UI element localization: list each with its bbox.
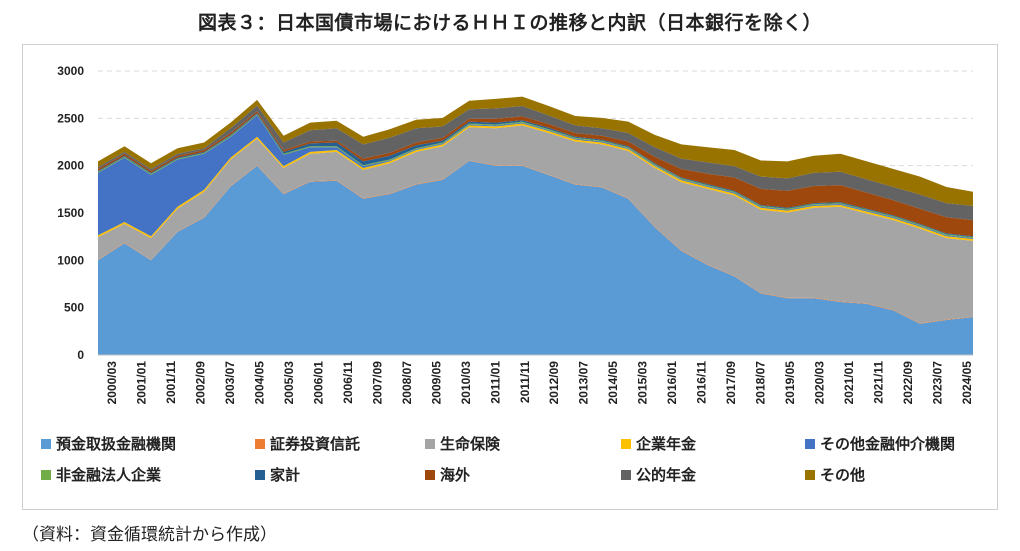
x-tick-label: 2009/05 bbox=[429, 361, 443, 405]
y-tick-label: 500 bbox=[64, 301, 84, 315]
legend-swatch bbox=[41, 470, 51, 480]
series-areas bbox=[98, 96, 973, 355]
area-series-2 bbox=[98, 125, 973, 324]
legend-swatch bbox=[621, 470, 631, 480]
x-tick-label: 2002/09 bbox=[193, 361, 207, 405]
legend-label: 非金融法人企業 bbox=[56, 466, 162, 484]
y-tick-label: 2000 bbox=[57, 159, 84, 173]
source-note: （資料：資金循環統計から作成） bbox=[22, 525, 277, 545]
x-tick-label: 2001/11 bbox=[164, 361, 178, 404]
area-series-9 bbox=[98, 96, 973, 206]
y-tick-label: 3000 bbox=[57, 64, 84, 78]
y-tick-label: 1500 bbox=[57, 206, 84, 220]
x-tick-label: 2007/09 bbox=[370, 361, 384, 405]
x-tick-label: 2018/07 bbox=[754, 361, 768, 405]
legend-swatch bbox=[425, 470, 435, 480]
legend-label: 海外 bbox=[440, 466, 470, 484]
x-tick-label: 2005/03 bbox=[282, 361, 296, 405]
x-tick-label: 2013/07 bbox=[577, 361, 591, 405]
x-tick-label: 2014/05 bbox=[606, 361, 620, 405]
x-tick-label: 2022/09 bbox=[901, 361, 915, 405]
x-tick-label: 2012/09 bbox=[547, 361, 561, 405]
y-axis: 0 500 1000 1500 2000 2500 3000 bbox=[57, 64, 84, 362]
x-tick-label: 2019/05 bbox=[783, 361, 797, 405]
area-series-3 bbox=[98, 123, 973, 241]
legend-item: 証券投資信託 bbox=[255, 435, 360, 453]
legend-label: 企業年金 bbox=[635, 435, 697, 453]
x-tick-label: 2017/09 bbox=[724, 361, 738, 405]
legend-item: 非金融法人企業 bbox=[41, 466, 162, 484]
legend-swatch bbox=[41, 439, 51, 449]
legend-item: 家計 bbox=[255, 466, 300, 484]
legend-label: 家計 bbox=[270, 466, 300, 484]
x-tick-label: 2011/11 bbox=[518, 361, 532, 403]
x-tick-label: 2006/11 bbox=[341, 361, 355, 404]
x-tick-label: 2000/03 bbox=[105, 361, 119, 405]
x-tick-label: 2011/01 bbox=[488, 361, 502, 404]
legend-swatch bbox=[805, 439, 815, 449]
x-axis: 2000/03 2001/01 2001/11 2002/09 2003/07 2004/… bbox=[98, 354, 974, 405]
legend-label: 預金取扱金融機関 bbox=[56, 435, 176, 453]
y-tick-label: 0 bbox=[77, 348, 84, 362]
legend-item: その他金融仲介機関 bbox=[805, 435, 955, 453]
legend-label: その他 bbox=[820, 466, 865, 484]
legend-item: 預金取扱金融機関 bbox=[41, 435, 176, 453]
legend-swatch bbox=[805, 470, 815, 480]
y-tick-label: 2500 bbox=[57, 111, 84, 125]
y-tick-label: 1000 bbox=[57, 253, 84, 267]
legend-swatch bbox=[255, 470, 265, 480]
chart-frame: 0 500 1000 1500 2000 2500 3000 2000/03 2001/01 2… bbox=[22, 44, 998, 510]
x-tick-label: 2021/01 bbox=[842, 361, 856, 405]
x-tick-label: 2024/05 bbox=[960, 361, 974, 405]
x-tick-label: 2016/01 bbox=[665, 361, 679, 405]
legend-item: 海外 bbox=[425, 466, 470, 484]
x-tick-label: 2003/07 bbox=[223, 361, 237, 405]
x-tick-label: 2015/03 bbox=[636, 361, 650, 405]
legend-item: 企業年金 bbox=[621, 435, 697, 453]
area-series-0 bbox=[98, 160, 973, 355]
legend-swatch bbox=[255, 439, 265, 449]
x-tick-label: 2016/11 bbox=[695, 361, 709, 404]
x-tick-label: 2006/01 bbox=[311, 361, 325, 405]
x-tick-label: 2021/11 bbox=[872, 361, 886, 404]
legend-label: 証券投資信託 bbox=[270, 435, 360, 453]
x-tick-label: 2023/07 bbox=[931, 361, 945, 405]
legend-label: その他金融仲介機関 bbox=[820, 435, 955, 453]
legend-item: 生命保険 bbox=[425, 435, 501, 453]
x-tick-label: 2008/07 bbox=[400, 361, 414, 405]
area-series-8 bbox=[98, 105, 973, 221]
area-series-7 bbox=[98, 111, 973, 237]
legend-item: その他 bbox=[805, 466, 865, 484]
x-tick-label: 2001/01 bbox=[135, 361, 149, 405]
x-tick-label: 2020/03 bbox=[813, 361, 827, 405]
legend-label: 生命保険 bbox=[440, 435, 501, 453]
area-series-6 bbox=[98, 113, 973, 238]
page-title: 図表３：日本国債市場におけるＨＨＩの推移と内訳（日本銀行を除く） bbox=[197, 12, 822, 34]
legend-label: 公的年金 bbox=[636, 466, 697, 484]
legend-swatch bbox=[621, 439, 631, 449]
x-tick-label: 2004/05 bbox=[252, 361, 266, 405]
x-tick-label: 2010/03 bbox=[459, 361, 473, 405]
legend-item: 公的年金 bbox=[621, 466, 697, 484]
legend-swatch bbox=[425, 439, 435, 449]
